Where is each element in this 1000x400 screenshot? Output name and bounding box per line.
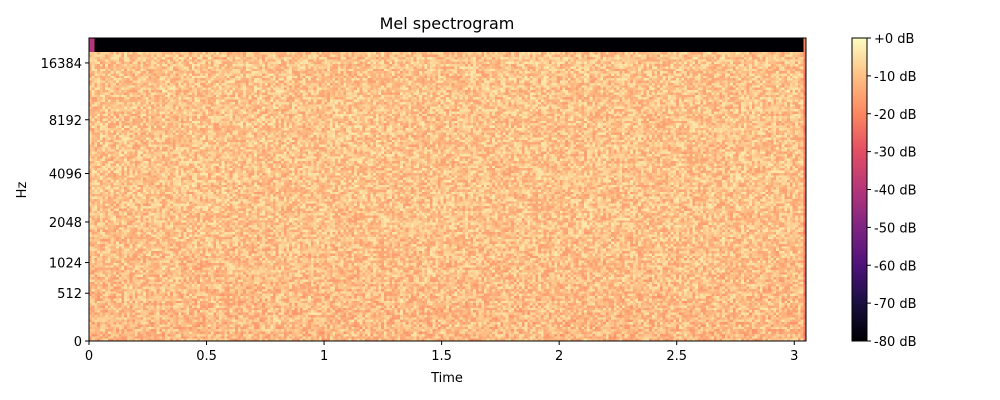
x-tick-label: 3: [790, 349, 798, 364]
y-tick-label: 4096: [49, 167, 82, 182]
colorbar-tick-label: -10 dB: [874, 70, 917, 85]
y-axis-ticks: 0 512 1024 2048 4096 8192 16384: [41, 57, 89, 350]
y-tick-label: 1024: [49, 257, 82, 272]
colorbar-tick-label: -60 dB: [874, 259, 917, 274]
y-tick-label: 8192: [49, 114, 82, 129]
x-axis-label: Time: [430, 371, 463, 386]
colorbar-gradient: [852, 38, 867, 341]
x-tick-label: 2: [555, 349, 563, 364]
x-tick-label: 0.5: [196, 349, 217, 364]
y-tick-label: 2048: [49, 216, 82, 231]
y-tick-label: 16384: [41, 57, 82, 72]
spectrogram-heatmap: [89, 38, 806, 341]
y-tick-label: 0: [74, 335, 82, 350]
colorbar-tick-label: +0 dB: [874, 32, 914, 47]
x-tick-label: 2.5: [666, 349, 687, 364]
x-tick-label: 0: [85, 349, 93, 364]
y-tick-label: 512: [57, 287, 82, 302]
x-tick-label: 1.5: [431, 349, 452, 364]
spectrogram-plot-area: [88, 37, 807, 342]
colorbar-tick-label: -40 dB: [874, 184, 917, 199]
colorbar-tick-label: -50 dB: [874, 221, 917, 236]
colorbar-tick-label: -30 dB: [874, 146, 917, 161]
colorbar-tick-label: -70 dB: [874, 297, 917, 312]
colorbar: +0 dB -10 dB -20 dB -30 dB -40 dB -50 dB -60 d…: [851, 32, 917, 350]
plot-frame: [88, 37, 807, 342]
colorbar-ticks: +0 dB -10 dB -20 dB -30 dB -40 dB -50 dB -60 d…: [867, 32, 917, 350]
colorbar-tick-label: -80 dB: [874, 335, 917, 350]
colorbar-tick-label: -20 dB: [874, 108, 917, 123]
x-tick-label: 1: [320, 349, 328, 364]
x-axis-ticks: 0 0.5 1 1.5 2 2.5 3: [85, 341, 798, 364]
y-axis-label: Hz: [15, 182, 30, 199]
chart-title: Mel spectrogram: [380, 14, 515, 33]
